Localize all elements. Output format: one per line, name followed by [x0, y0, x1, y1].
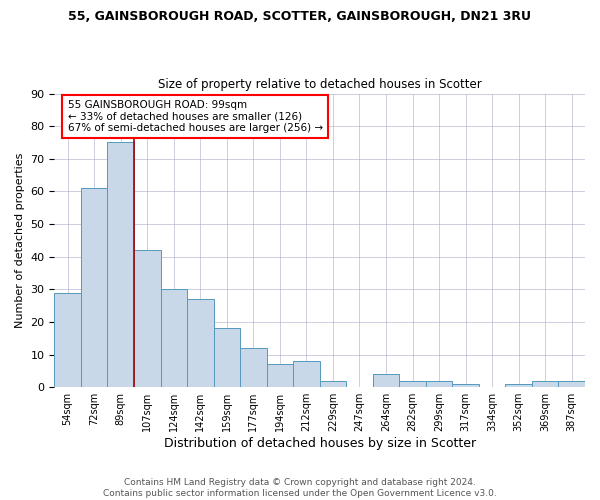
Bar — [559, 380, 585, 387]
Text: 55 GAINSBOROUGH ROAD: 99sqm
← 33% of detached houses are smaller (126)
67% of se: 55 GAINSBOROUGH ROAD: 99sqm ← 33% of det… — [68, 100, 323, 134]
Bar — [134, 250, 161, 387]
Bar — [532, 380, 559, 387]
Bar — [320, 380, 346, 387]
Bar — [55, 292, 81, 387]
Bar — [107, 142, 134, 387]
Title: Size of property relative to detached houses in Scotter: Size of property relative to detached ho… — [158, 78, 482, 91]
Bar — [187, 299, 214, 387]
Bar — [293, 361, 320, 387]
Bar — [399, 380, 426, 387]
Bar — [452, 384, 479, 387]
Bar — [266, 364, 293, 387]
Bar — [373, 374, 399, 387]
Bar — [240, 348, 266, 387]
X-axis label: Distribution of detached houses by size in Scotter: Distribution of detached houses by size … — [164, 437, 476, 450]
Y-axis label: Number of detached properties: Number of detached properties — [15, 152, 25, 328]
Bar — [505, 384, 532, 387]
Bar — [81, 188, 107, 387]
Bar — [161, 290, 187, 387]
Text: 55, GAINSBOROUGH ROAD, SCOTTER, GAINSBOROUGH, DN21 3RU: 55, GAINSBOROUGH ROAD, SCOTTER, GAINSBOR… — [68, 10, 532, 23]
Bar — [214, 328, 240, 387]
Text: Contains HM Land Registry data © Crown copyright and database right 2024.
Contai: Contains HM Land Registry data © Crown c… — [103, 478, 497, 498]
Bar — [426, 380, 452, 387]
